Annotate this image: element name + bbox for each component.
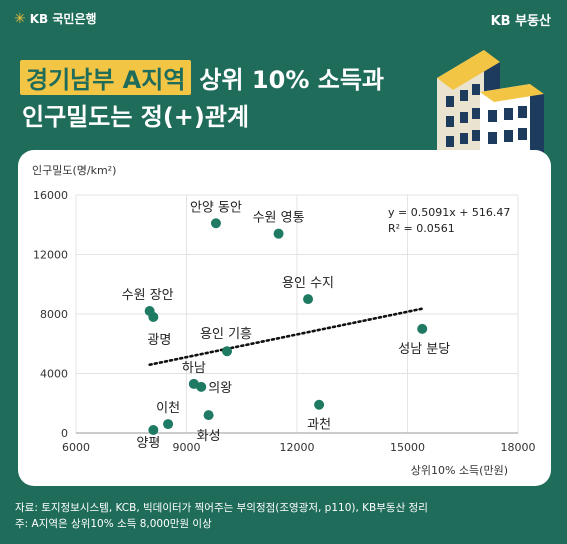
x-axis-label: 상위10% 소득(만원) — [411, 464, 508, 477]
y-tick-label: 8000 — [40, 308, 68, 321]
equation-label: y = 0.5091x + 516.47 — [388, 206, 510, 219]
scatter-chart: 0 4000 8000 12000 16000 6000 9000 12000 15000 180… — [32, 164, 536, 477]
footer: 자료: 토지정보시스템, KCB, 빅데이터가 찍어주는 부의정점(조영광저, … — [15, 500, 428, 532]
data-point — [210, 218, 221, 229]
kb-kookmin-logo: ✳ KB 국민은행 — [14, 10, 97, 27]
data-point — [196, 381, 207, 392]
point-label: 양평 — [136, 436, 160, 451]
title-line-1-rest: 상위 10% 소득과 — [199, 66, 384, 94]
data-point — [314, 399, 325, 410]
buildings-illustration — [437, 50, 544, 155]
x-tick-label: 12000 — [280, 441, 315, 454]
point-label: 용인 수지 — [282, 276, 334, 291]
y-tick-label: 0 — [61, 427, 68, 440]
x-tick-label: 15000 — [390, 441, 425, 454]
r-squared-label: R² = 0.0561 — [388, 222, 455, 235]
point-label: 수원 영통 — [253, 211, 305, 226]
x-tick-label: 6000 — [62, 441, 90, 454]
point-label: 화성 — [197, 429, 221, 444]
x-tick-label: 9000 — [173, 441, 201, 454]
footer-source: 자료: 토지정보시스템, KCB, 빅데이터가 찍어주는 부의정점(조영광저, … — [15, 502, 428, 514]
kb-star-icon: ✳ — [14, 10, 26, 27]
data-point — [203, 410, 214, 421]
title-line-2: 인구밀도는 정(+)관계 — [22, 103, 250, 131]
point-label: 용인 기흥 — [200, 327, 252, 342]
footer-note: 주: A지역은 상위10% 소득 8,000만원 이상 — [15, 518, 212, 530]
brand-left-text: KB 국민은행 — [29, 12, 97, 26]
data-point — [222, 346, 233, 357]
y-axis-label: 인구밀도(명/km²) — [32, 164, 116, 177]
y-tick-label: 12000 — [33, 249, 68, 262]
data-point — [148, 311, 159, 322]
point-label: 안양 동안 — [190, 200, 242, 215]
data-point — [163, 419, 174, 430]
trendline — [148, 307, 424, 367]
point-label: 하남 — [182, 361, 206, 376]
data-point — [148, 425, 159, 436]
point-label: 의왕 — [208, 381, 232, 396]
title-highlight: 경기남부 A지역 — [20, 60, 192, 95]
point-label: 광명 — [147, 333, 171, 348]
y-tick-label: 4000 — [40, 368, 68, 381]
point-label: 이천 — [156, 401, 180, 416]
data-point — [417, 323, 428, 334]
point-label: 성남 분당 — [398, 342, 450, 357]
point-label: 과천 — [307, 418, 331, 433]
x-tick-label: 18000 — [501, 441, 536, 454]
title-line-1: 경기남부 A지역 상위 10% 소득과 — [20, 60, 384, 95]
kb-real-estate-logo: KB 부동산 — [490, 14, 551, 29]
y-tick-label: 16000 — [33, 189, 68, 202]
data-point — [273, 228, 284, 239]
data-point — [303, 294, 314, 305]
point-label: 수원 장안 — [122, 288, 174, 303]
chart-panel: 0 4000 8000 12000 16000 6000 9000 12000 15000 180… — [18, 150, 551, 486]
